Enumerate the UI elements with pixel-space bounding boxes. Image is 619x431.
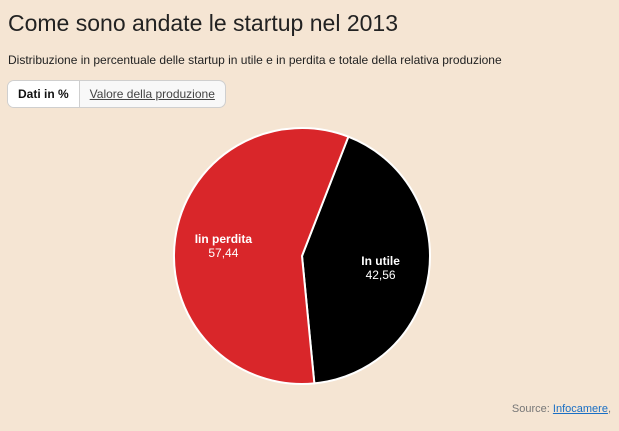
slice-value-iin-perdita: 57,44 xyxy=(208,246,238,260)
tab-dati-percent[interactable]: Dati in % xyxy=(8,81,80,107)
source-link[interactable]: Infocamere xyxy=(552,403,608,415)
chart-title: Come sono andate le startup nel 2013 xyxy=(8,10,398,36)
tab-valore-produzione[interactable]: Valore della produzione xyxy=(89,87,215,101)
pie-slice-in-utile[interactable] xyxy=(301,135,431,385)
source-suffix: , xyxy=(607,403,611,415)
slice-value-in-utile: 42,56 xyxy=(366,268,396,282)
source-note: Source: Infocamere, xyxy=(512,403,611,415)
slice-label-in-utile: In utile xyxy=(361,254,400,268)
chart-subtitle: Distribuzione in percentuale delle start… xyxy=(8,53,502,67)
slice-label-iin-perdita: Iin perdita xyxy=(195,232,253,246)
pie-slice-iin-perdita[interactable] xyxy=(173,126,350,385)
source-prefix: Source: xyxy=(511,403,550,415)
view-toggle: Dati in % Valore della produzione xyxy=(7,80,226,108)
